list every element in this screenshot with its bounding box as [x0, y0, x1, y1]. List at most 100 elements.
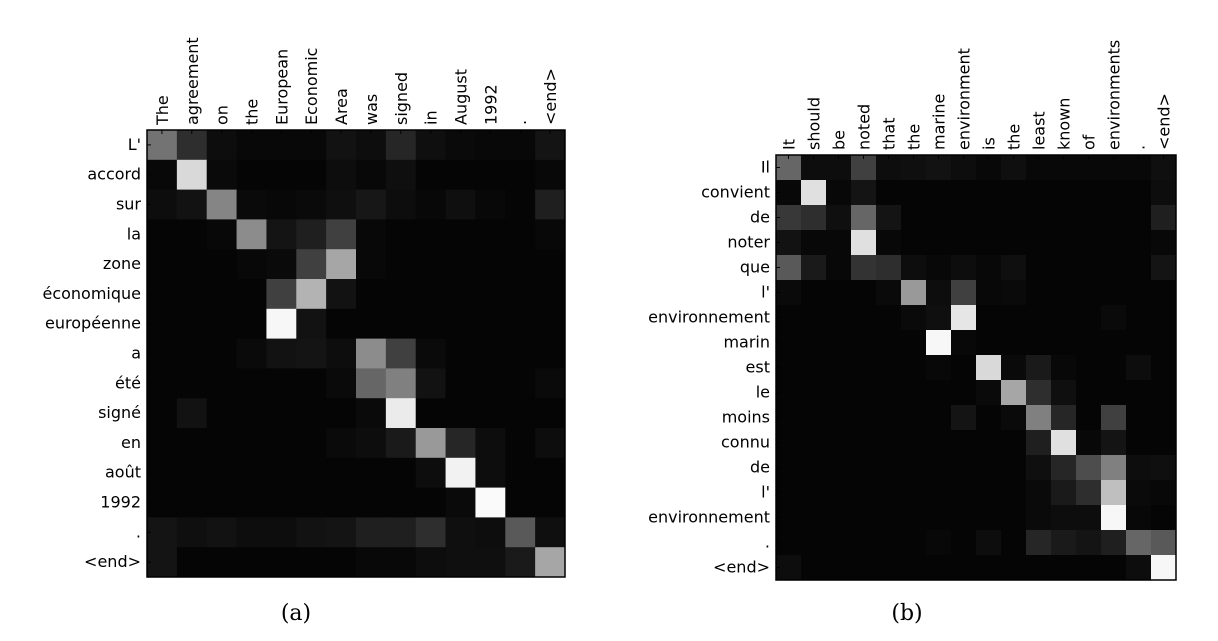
heatmap-cell: [1126, 205, 1152, 231]
heatmap-cell: [901, 380, 927, 406]
y-tick-label: .: [136, 522, 141, 541]
heatmap-cell: [266, 189, 297, 220]
heatmap-cell: [415, 487, 447, 518]
heatmap-cell: [801, 205, 827, 231]
heatmap-cell: [356, 547, 387, 578]
heatmap-cell: [1001, 480, 1027, 506]
heatmap-cell: [851, 280, 877, 306]
heatmap-cell: [926, 555, 952, 581]
heatmap-cell: [505, 279, 536, 310]
heatmap-b: Il convient de noter que l' environnement marin…: [648, 40, 1177, 581]
heatmap-cell: [826, 530, 852, 556]
heatmap-cell: [1051, 505, 1077, 531]
heatmap-cell: [801, 380, 827, 406]
y-tick-label: <end>: [713, 558, 770, 577]
heatmap-cell: [266, 398, 297, 429]
heatmap-cell: [1026, 205, 1052, 231]
heatmap-cell: [296, 159, 327, 191]
heatmap-cell: [1076, 455, 1102, 481]
heatmap-cell: [1126, 230, 1152, 256]
heatmap-cell: [296, 487, 327, 518]
y-tick-label: <end>: [84, 552, 141, 571]
heatmap-cell: [951, 180, 977, 206]
heatmap-cell: [296, 457, 327, 489]
heatmap-cell: [535, 279, 566, 310]
heatmap-cell: [296, 189, 327, 220]
heatmap-cell: [356, 338, 387, 369]
heatmap-cell: [326, 219, 357, 250]
y-tick-label: l': [761, 283, 770, 302]
heatmap-cell: [147, 547, 178, 578]
heatmap-cell: [901, 180, 927, 206]
heatmap-cell: [976, 530, 1002, 556]
heatmap-cell: [176, 398, 208, 429]
heatmap-cell: [415, 249, 447, 280]
heatmap-cell: [147, 368, 178, 399]
heatmap-cell: [206, 189, 238, 220]
heatmap-cell: [851, 155, 877, 181]
heatmap-cell: [415, 428, 447, 459]
heatmap-cell: [415, 517, 447, 548]
heatmap-cell: [1101, 430, 1127, 456]
heatmap-cell: [475, 219, 506, 250]
heatmap-cell: [1126, 530, 1152, 556]
heatmap-cell: [296, 368, 327, 399]
heatmap-cell: [801, 505, 827, 531]
heatmap-cell: [801, 330, 827, 356]
heatmap-cell: [801, 355, 827, 381]
heatmap-cell: [951, 255, 977, 281]
heatmap-cell: [876, 180, 902, 206]
heatmap-cell: [266, 279, 297, 310]
x-tick-label: of: [1080, 134, 1099, 150]
heatmap-cell: [206, 249, 238, 280]
heatmap-cell: [1026, 330, 1052, 356]
heatmap-cell: [1026, 380, 1052, 406]
heatmap-cell: [505, 487, 536, 518]
heatmap-cell: [1101, 280, 1127, 306]
heatmap-cell: [976, 430, 1002, 456]
heatmap-cell: [1076, 280, 1102, 306]
heatmap-cell: [926, 530, 952, 556]
heatmap-cell: [1051, 305, 1077, 331]
y-tick-label: .: [765, 533, 770, 552]
heatmap-cell: [1076, 380, 1102, 406]
heatmap-cell: [475, 547, 506, 578]
heatmap-cell: [851, 530, 877, 556]
heatmap-cell: [776, 355, 802, 381]
heatmap-cell: [296, 219, 327, 250]
heatmap-cell: [1101, 355, 1127, 381]
heatmap-cell: [926, 430, 952, 456]
heatmap-cell: [1126, 430, 1152, 456]
heatmap-cell: [206, 130, 238, 161]
heatmap-cell: [236, 338, 267, 369]
heatmap-cell: [1076, 230, 1102, 256]
heatmap-cell: [415, 457, 447, 489]
heatmap-cell: [535, 368, 566, 399]
heatmap-cell: [776, 480, 802, 506]
heatmap-cell: [976, 180, 1002, 206]
heatmap-cell: [326, 338, 357, 369]
heatmap-cell: [326, 368, 357, 399]
heatmap-cell: [475, 249, 506, 280]
heatmap-cell: [776, 455, 802, 481]
heatmap-cell: [1051, 230, 1077, 256]
heatmap-cell: [445, 517, 476, 548]
heatmap-cell: [385, 457, 417, 489]
heatmap-cell: [976, 505, 1002, 531]
heatmap-cell: [1151, 255, 1177, 281]
x-tick-label: agreement: [183, 37, 202, 125]
heatmap-cell: [851, 555, 877, 581]
heatmap-cell: [826, 555, 852, 581]
heatmap-cell: [951, 280, 977, 306]
heatmap-cell: [1026, 355, 1052, 381]
y-tick-label: la: [127, 224, 141, 243]
x-tick-label: <end>: [1155, 93, 1174, 150]
heatmap-cell: [385, 517, 417, 548]
heatmap-cell: [236, 517, 267, 548]
x-tick-label: environments: [1105, 40, 1124, 150]
heatmap-cell: [826, 355, 852, 381]
heatmap-cell: [876, 280, 902, 306]
heatmap-cell: [901, 455, 927, 481]
heatmap-cell: [236, 130, 267, 161]
heatmap-cell: [1101, 230, 1127, 256]
